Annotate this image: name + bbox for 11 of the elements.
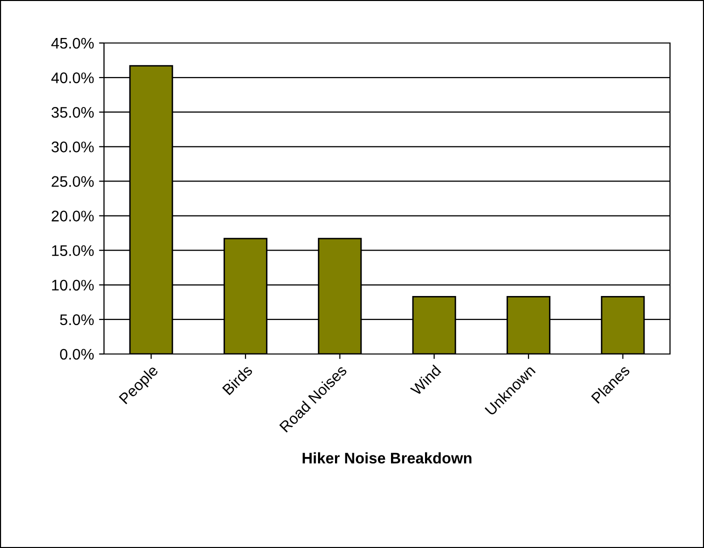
y-tick-label: 10.0% [52,280,94,291]
y-tick-label: 30.0% [52,142,94,152]
x-axis-title: Hiker Noise Breakdown [302,452,472,464]
y-tick-label: 40.0% [51,72,94,84]
y-tick-label: 0.0% [60,348,94,360]
y-tick-label: 25.0% [52,176,94,187]
y-tick-label: 5.0% [60,314,94,326]
y-tick-label: 45.0% [51,38,94,49]
y-tick-label: 35.0% [52,106,94,118]
y-tick-label: 20.0% [52,210,94,222]
y-tick-label: 15.0% [52,245,94,256]
